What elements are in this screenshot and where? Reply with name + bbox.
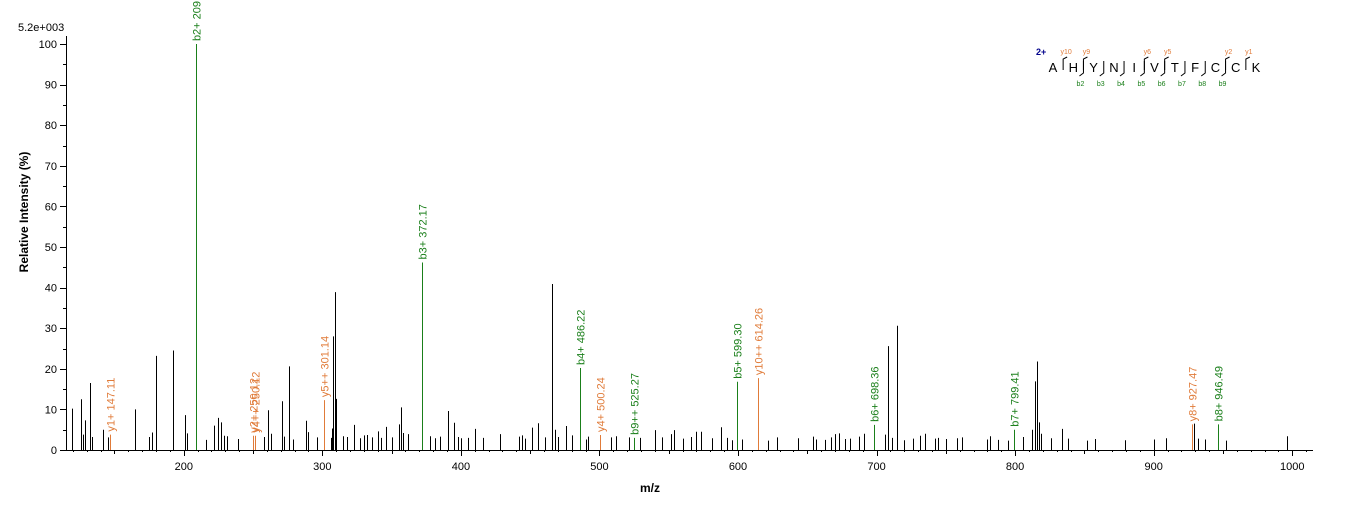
b-fragment-label: b4 <box>1117 81 1125 88</box>
x-tick-label: 500 <box>590 461 608 473</box>
x-tick-label: 800 <box>1006 461 1024 473</box>
y-tick-label: 80 <box>45 120 57 132</box>
y-tick-label: 70 <box>45 161 57 173</box>
y-tick-label: 40 <box>45 283 57 295</box>
b-fragment-label: b7 <box>1178 81 1186 88</box>
y-fragment-label: y6 <box>1144 49 1152 56</box>
peak-annotation-label: y8+ 927.47 <box>1188 367 1200 422</box>
x-tick-label: 900 <box>1144 461 1162 473</box>
sequence-residue: Y <box>1089 60 1098 75</box>
x-tick-label: 300 <box>313 461 331 473</box>
y-fragment-label: y9 <box>1083 49 1091 56</box>
sequence-residue: I <box>1132 60 1136 75</box>
y-tick-label: 10 <box>45 404 57 416</box>
peak-annotation-label: b8+ 946.49 <box>1214 366 1226 421</box>
peak-annotation-label: b5+ 599.30 <box>733 323 745 378</box>
peak-annotation-label: y4+ 500.24 <box>596 377 608 432</box>
y-tick-label: 20 <box>45 364 57 376</box>
sequence-residue: C <box>1231 60 1240 75</box>
sequence-residue: F <box>1191 60 1199 75</box>
sequence-residue: T <box>1171 60 1179 75</box>
peak-annotation-label: b7+ 799.41 <box>1010 371 1022 426</box>
y-fragment-tick <box>1225 56 1230 70</box>
scale-label: 5.2e+003 <box>18 22 64 34</box>
peak-annotation-label: y2+ 250.12 <box>249 378 261 433</box>
y-fragment-tick <box>1062 56 1068 70</box>
sequence-residue: A <box>1049 60 1058 75</box>
sequence-residue: C <box>1211 60 1220 75</box>
sequence-residue: K <box>1252 60 1261 75</box>
y-tick-label: 60 <box>45 201 57 213</box>
y-fragment-tick <box>1164 56 1169 70</box>
b-fragment-tick <box>1160 61 1166 77</box>
peak-annotation-label: y4++ 250.12 <box>251 372 263 433</box>
y-fragment-tick <box>1143 56 1149 70</box>
peak-annotation-label: b4+ 486.22 <box>576 310 588 365</box>
y-fragment-tick <box>1082 56 1088 70</box>
x-tick-label: 1000 <box>1280 461 1304 473</box>
b-fragment-tick <box>1140 61 1145 77</box>
y-axis-title: Relative Intensity (%) <box>17 152 31 273</box>
peak-annotation-label: y5++ 301.14 <box>320 336 332 397</box>
y-tick-label: 50 <box>45 242 57 254</box>
peak-annotation-label: b3+ 372.17 <box>418 204 430 259</box>
b-fragment-tick <box>1200 61 1206 77</box>
b-fragment-label: b8 <box>1198 81 1206 88</box>
b-fragment-tick <box>1221 61 1227 77</box>
charge-state-label: 2+ <box>1036 47 1046 57</box>
peak-annotation-label: y10++ 614.26 <box>754 308 766 375</box>
y-tick-label: 0 <box>51 445 57 457</box>
x-tick-label: 400 <box>452 461 470 473</box>
peaks-layer <box>72 283 1288 450</box>
sequence-residue: V <box>1150 60 1159 75</box>
b-fragment-label: b5 <box>1137 81 1145 88</box>
peak-annotation-label: b6+ 698.36 <box>870 366 882 421</box>
b-fragment-tick <box>1099 61 1105 77</box>
y-fragment-label: y2 <box>1225 49 1233 56</box>
y-fragment-label: y10 <box>1061 49 1072 56</box>
b-fragment-tick <box>1180 61 1186 77</box>
x-tick-label: 700 <box>867 461 885 473</box>
y-tick-label: 90 <box>45 80 57 92</box>
peak-annotation-label: b9++ 525.27 <box>630 373 642 435</box>
peak-annotation-label: b2+ 209.1 <box>192 0 204 41</box>
sequence-residue: N <box>1109 60 1118 75</box>
b-fragment-tick <box>1119 61 1125 77</box>
sequence-residue: H <box>1069 60 1078 75</box>
y-fragment-label: y1 <box>1245 49 1253 56</box>
b-fragment-label: b2 <box>1077 81 1085 88</box>
b-fragment-label: b6 <box>1158 81 1166 88</box>
x-tick-label: 200 <box>175 461 193 473</box>
axes-layer: 0 10 20 30 40 50 60 70 80 90 100 200 300 400 500 600 700… <box>39 36 1313 473</box>
y-tick-label: 30 <box>45 323 57 335</box>
b-fragment-label: b3 <box>1097 81 1105 88</box>
y-tick-label: 100 <box>39 39 57 51</box>
b-fragment-label: b9 <box>1219 81 1227 88</box>
b-fragment-tick <box>1079 61 1084 77</box>
y-fragment-label: y5 <box>1164 49 1172 56</box>
x-axis-title: m/z <box>640 481 660 495</box>
peak-annotation-label: y1+ 147.11 <box>106 378 118 432</box>
x-tick-label: 600 <box>729 461 747 473</box>
y-fragment-tick <box>1245 56 1251 70</box>
